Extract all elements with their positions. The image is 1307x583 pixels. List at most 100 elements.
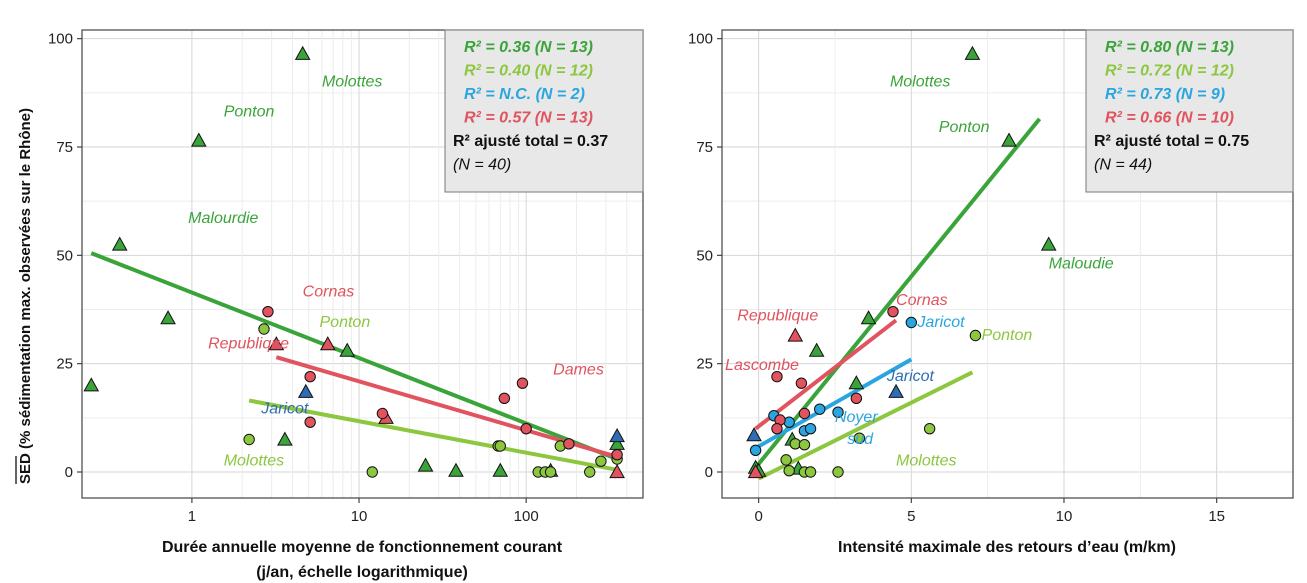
- circle-point: [798, 407, 811, 420]
- regression-line: [757, 370, 974, 481]
- data-points: [83, 45, 625, 479]
- circle-point: [814, 403, 826, 415]
- y-axis-label: SED (% sédimentation max. observées sur …: [17, 108, 34, 484]
- plot-frame: [81, 29, 644, 499]
- point-label: Molottes: [224, 453, 284, 470]
- circle-point: [243, 433, 255, 446]
- circle-point: [780, 454, 792, 466]
- y-tick-label: 75: [56, 139, 73, 156]
- circle-point: [798, 439, 811, 451]
- circle-point: [376, 407, 389, 420]
- triangle-point: [417, 457, 434, 472]
- left-panel: Molottes Ponton Malourdie Cornas Ponton Repub…: [48, 29, 644, 581]
- r2-total: R² ajusté total = 0.37: [453, 133, 608, 150]
- r2-total-n: (N = 44): [1094, 157, 1152, 174]
- triangle-point: [111, 236, 128, 251]
- triangle-point: [787, 327, 804, 342]
- circle-point: [850, 392, 863, 405]
- y-tick-label: 0: [705, 464, 713, 481]
- r2-total: R² ajusté total = 0.75: [1094, 133, 1249, 150]
- y-axis-label-group: SED (% sédimentation max. observées sur …: [15, 108, 34, 484]
- triangle-point: [848, 375, 865, 390]
- point-label: Jaricot: [916, 314, 965, 331]
- x-tick-label: 10: [1056, 508, 1073, 525]
- r2-stat: R² = 0.80 (N = 13): [1105, 39, 1234, 56]
- r2-stat: R² = 0.73 (N = 9): [1105, 86, 1225, 103]
- triangle-point: [808, 342, 825, 357]
- x-tick-label: 15: [1208, 508, 1225, 525]
- r2-stat: R² = 0.40 (N = 12): [464, 63, 593, 80]
- circle-point: [783, 416, 795, 428]
- circle-point: [804, 422, 817, 435]
- triangle-point: [492, 462, 509, 477]
- circle-point: [795, 377, 808, 389]
- point-label: Ponton: [224, 104, 275, 121]
- point-label: Molottes: [322, 73, 382, 90]
- plot-frame: [721, 29, 1294, 499]
- triangle-point: [609, 463, 625, 479]
- y-tick-label: 25: [696, 356, 713, 373]
- triangle-point: [83, 377, 100, 392]
- y-tick-label: 0: [65, 464, 73, 481]
- point-label: Ponton: [982, 327, 1033, 344]
- circle-point: [905, 316, 918, 329]
- r2-stat: R² = 0.66 (N = 10): [1105, 110, 1234, 127]
- x-axis-label: Intensité maximale des retours d’eau (m/…: [838, 539, 1176, 556]
- circle-point: [853, 432, 866, 444]
- y-tick-label: 25: [56, 356, 73, 373]
- data-points: [746, 45, 1057, 479]
- grid: [722, 30, 1293, 498]
- point-label: Ponton: [320, 314, 371, 331]
- r2-stat: R² = N.C. (N = 2): [464, 86, 585, 103]
- circle-point: [494, 440, 506, 452]
- x-axis-label-line2: (j/an, échelle logarithmique): [256, 564, 468, 581]
- circle-point: [804, 466, 817, 478]
- r2-stat: R² = 0.72 (N = 12): [1105, 63, 1234, 80]
- r2-total-n: (N = 40): [453, 157, 511, 174]
- triangle-point: [747, 463, 764, 479]
- x-tick-label: 10: [351, 508, 368, 525]
- triangle-point: [448, 462, 464, 477]
- stats-box: R² = 0.80 (N = 13) R² = 0.72 (N = 12) R² =…: [1085, 29, 1294, 193]
- triangle-point: [277, 431, 293, 446]
- circle-point: [516, 377, 529, 389]
- triangle-point: [297, 383, 314, 398]
- point-label: Lascombe: [725, 357, 799, 374]
- regression-line: [754, 318, 898, 431]
- circle-point: [832, 406, 844, 418]
- point-label: Jaricot: [260, 401, 309, 418]
- x-tick-label: 1: [188, 508, 196, 525]
- triangle-point: [268, 336, 285, 351]
- point-labels: Molottes Ponton Malourdie Cornas Ponton Repub…: [188, 73, 604, 469]
- circle-point: [498, 392, 511, 405]
- circle-point: [544, 466, 557, 478]
- circle-point: [832, 466, 844, 478]
- circle-point: [304, 416, 316, 428]
- circle-point: [563, 438, 575, 450]
- circle-point: [584, 466, 596, 478]
- point-label: Maloudie: [1049, 255, 1114, 272]
- triangle-point: [964, 45, 981, 60]
- circle-point: [366, 466, 378, 478]
- stats-box: R² = 0.36 (N = 13) R² = 0.40 (N = 12) R² =…: [444, 29, 644, 193]
- triangle-point: [190, 132, 207, 147]
- point-label: Noyer: [835, 409, 878, 426]
- triangle-point: [1040, 236, 1057, 251]
- triangle-point: [860, 310, 877, 325]
- r2-stat: R² = 0.57 (N = 13): [464, 110, 593, 127]
- circle-point: [771, 370, 783, 383]
- triangle-point: [339, 342, 356, 357]
- circle-point: [262, 305, 274, 318]
- regression-line: [275, 355, 618, 459]
- circle-point: [783, 465, 795, 477]
- point-label: Jaricot: [886, 368, 935, 385]
- regression-line: [754, 357, 913, 450]
- circle-point: [258, 323, 270, 335]
- triangle-point: [160, 310, 176, 325]
- circle-point: [771, 422, 783, 435]
- circle-point: [749, 444, 762, 457]
- regression-line: [248, 398, 618, 472]
- point-labels: Molottes Ponton Maloudie Cornas Republique Ja…: [725, 73, 1114, 469]
- ticks: 0 25 50 75 100 0 5 10 15: [688, 31, 1225, 525]
